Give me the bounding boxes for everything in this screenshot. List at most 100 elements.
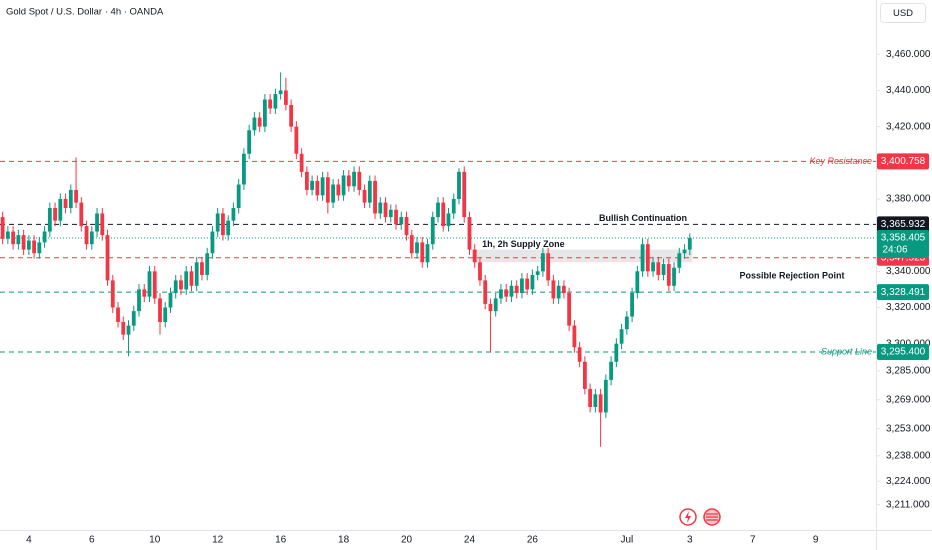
candle-body (137, 289, 141, 312)
flag-icon-glyph (706, 513, 718, 521)
candle-body (152, 271, 157, 299)
candle-body (630, 293, 634, 317)
zone-label: 1h, 2h Supply Zone (482, 239, 565, 249)
candle-body (100, 213, 105, 236)
x-tick-label: 16 (275, 535, 287, 546)
candle-body (11, 231, 16, 245)
candle-body (446, 213, 451, 227)
supply-zone (472, 249, 693, 263)
candle-body (651, 262, 655, 272)
candle-body (619, 329, 624, 344)
chart-title: Gold Spot / U.S. Dollar · 4h · OANDA (6, 7, 164, 18)
level-axis-label: 3,295.400 (881, 347, 926, 358)
candle-body (383, 202, 388, 218)
candle-body (551, 280, 556, 299)
currency-button[interactable] (880, 3, 926, 23)
candle-body (472, 249, 477, 263)
candle-body (189, 271, 194, 286)
x-tick-label: 18 (338, 535, 350, 546)
candle-body (79, 202, 84, 227)
x-tick-label: 9 (813, 535, 819, 546)
candle-body (215, 213, 220, 232)
candle-body (68, 189, 73, 209)
level-name: Key Resistance (809, 156, 872, 166)
x-tick-label: 12 (212, 535, 224, 546)
candle-body (357, 171, 362, 190)
candle-body (231, 208, 236, 221)
y-tick-label: 3,224.000 (886, 476, 931, 487)
candle-body (32, 240, 36, 254)
candle-body (289, 104, 294, 127)
candle-body (687, 238, 692, 250)
y-tick-label: 3,340.000 (886, 266, 931, 277)
last-price-tag (877, 230, 929, 259)
candle-body (399, 217, 404, 225)
candle-body (310, 180, 315, 190)
candle-body (614, 343, 619, 362)
candle-body (420, 242, 425, 263)
candle-body (262, 99, 267, 127)
candle-body (63, 198, 68, 209)
level-axis-tag (877, 344, 929, 361)
candle-body (110, 280, 115, 308)
candle-body (294, 126, 299, 154)
candle-body (635, 271, 640, 294)
candle-body (236, 184, 241, 209)
candle-body (200, 262, 204, 275)
candle-body (561, 285, 566, 294)
candle-body (672, 267, 676, 286)
y-tick-label: 3,380.000 (886, 194, 931, 205)
candle-body (331, 184, 335, 203)
candle-body (451, 198, 456, 214)
candle-body (504, 289, 509, 297)
candle-body (624, 316, 629, 330)
candle-body (525, 278, 530, 290)
level-axis-label: 3,328.491 (881, 287, 926, 298)
candle-body (142, 289, 147, 297)
candle-body (268, 99, 273, 109)
candle-body (0, 217, 5, 239)
candle-body (530, 274, 535, 290)
candle-body (677, 253, 682, 268)
y-tick-label: 3,269.000 (886, 394, 931, 405)
level-note: Possible Rejection Point (739, 271, 844, 281)
candle-body (394, 209, 398, 225)
candle-body (341, 175, 346, 196)
candle-body (457, 171, 461, 199)
candle-body (325, 177, 330, 203)
candle-body (42, 231, 47, 243)
candle-body (84, 226, 89, 245)
candle-body (299, 153, 304, 172)
candle-body (577, 347, 582, 362)
candle-body (367, 180, 372, 203)
event-icon-glyph (685, 511, 691, 523)
candle-body (184, 271, 189, 290)
candle-body (582, 361, 587, 389)
candle-body (593, 394, 598, 407)
candle-body (467, 217, 472, 250)
candle-body (194, 262, 199, 286)
candle-body (520, 278, 524, 294)
last-price-label: 3,358.405 (881, 233, 926, 244)
candle-body (352, 171, 356, 187)
candle-body (147, 271, 152, 297)
candle-body (425, 244, 430, 263)
x-tick-label: 26 (527, 535, 539, 546)
y-tick-label: 3,238.000 (886, 450, 931, 461)
candle-body (430, 217, 435, 245)
y-tick-label: 3,211.000 (886, 499, 930, 510)
candle-body (535, 271, 540, 275)
candle-body (273, 94, 278, 109)
level-axis-tag (877, 284, 929, 301)
candle-body (661, 264, 666, 275)
candle-body (603, 379, 608, 413)
candle-body (89, 231, 94, 245)
candle-body (168, 293, 173, 308)
candle-body (37, 242, 42, 254)
y-tick-label: 3,253.000 (886, 423, 931, 434)
candle-body (173, 280, 178, 294)
candle-body (121, 321, 126, 335)
candle-body (205, 253, 210, 275)
candle-body (242, 153, 246, 185)
